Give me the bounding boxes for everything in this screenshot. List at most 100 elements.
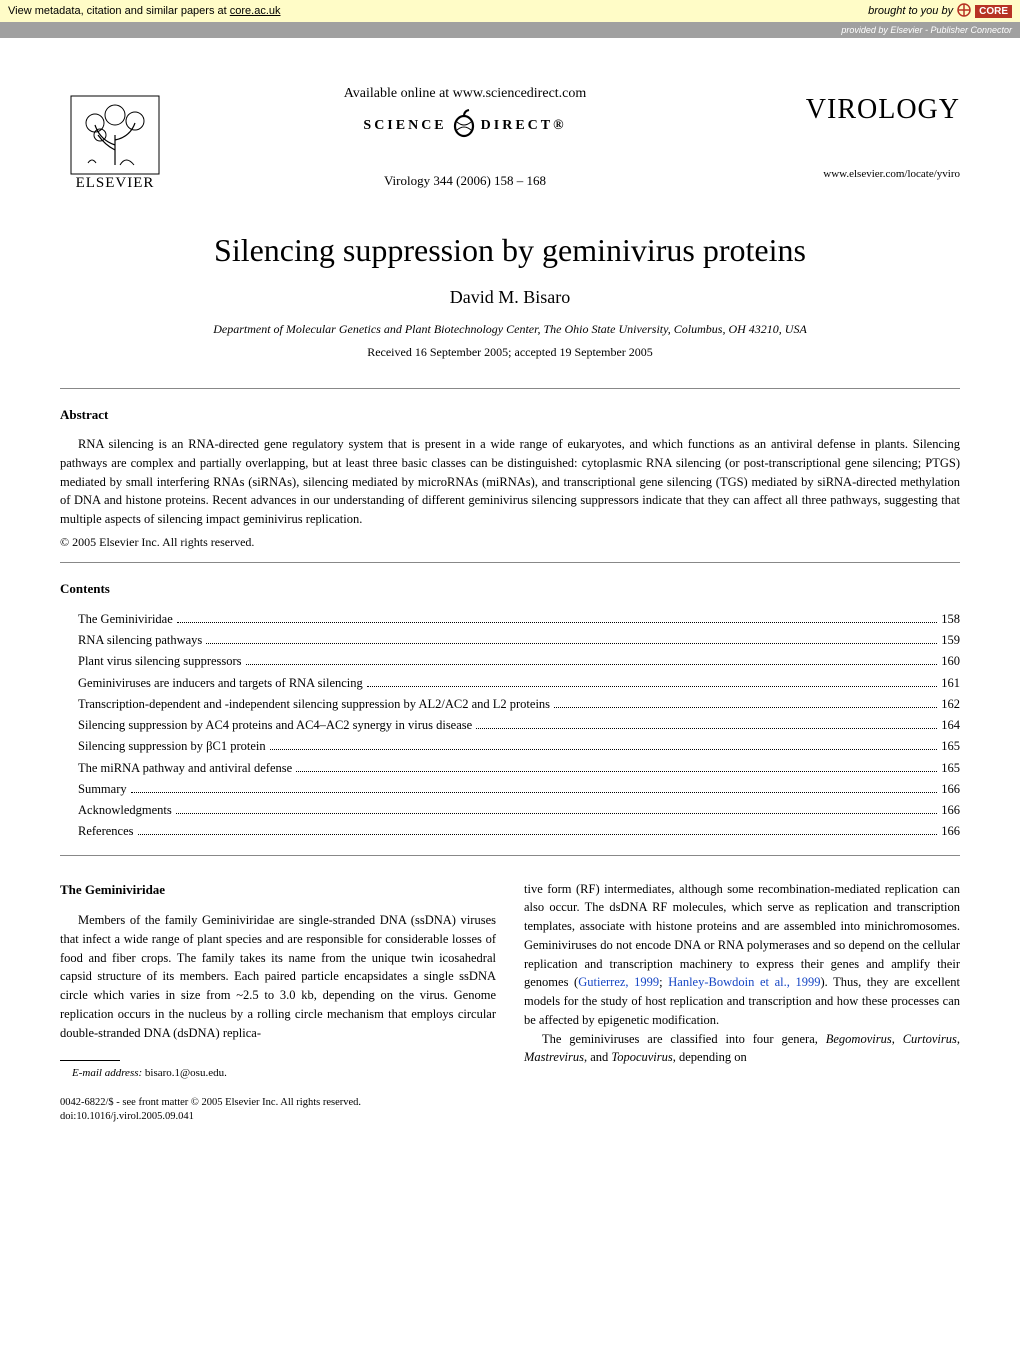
toc-page: 164 [941, 715, 960, 736]
page-content: ELSEVIER Available online at www.science… [0, 38, 1020, 1169]
genus-name: Mastrevirus [524, 1050, 584, 1064]
footnote: E-mail address: bisaro.1@osu.edu. [60, 1065, 496, 1082]
toc-label: Transcription-dependent and -independent… [60, 694, 550, 715]
genus-name: Begomovirus [826, 1032, 892, 1046]
abstract-heading: Abstract [60, 407, 960, 423]
contents-heading: Contents [60, 581, 960, 597]
toc-dots [296, 771, 937, 772]
sd-left: SCIENCE [363, 118, 446, 134]
text-run: tive form (RF) intermediates, although s… [524, 882, 960, 990]
available-online: Available online at www.sciencedirect.co… [170, 86, 760, 102]
toc-dots [476, 728, 937, 729]
toc-page: 159 [941, 630, 960, 651]
author-name: David M. Bisaro [60, 287, 960, 308]
toc-page: 158 [941, 609, 960, 630]
footer-line-1: 0042-6822/$ - see front matter © 2005 El… [60, 1096, 496, 1111]
toc-row: Silencing suppression by βC1 protein 165 [60, 736, 960, 757]
journal-header: ELSEVIER Available online at www.science… [60, 82, 960, 192]
footer-line-2: doi:10.1016/j.virol.2005.09.041 [60, 1110, 496, 1125]
body-paragraph: The geminiviruses are classified into fo… [524, 1030, 960, 1068]
citation-link[interactable]: Hanley-Bowdoin et al., 1999 [668, 975, 820, 989]
core-link[interactable]: core.ac.uk [230, 5, 281, 17]
toc-page: 165 [941, 758, 960, 779]
genus-name: Curtovirus [903, 1032, 957, 1046]
toc-dots [177, 622, 937, 623]
body-paragraph: tive form (RF) intermediates, although s… [524, 880, 960, 1030]
toc-page: 166 [941, 800, 960, 821]
toc-page: 166 [941, 779, 960, 800]
journal-name: VIROLOGY [760, 94, 960, 126]
sd-right: DIRECT® [481, 118, 567, 134]
toc-label: Silencing suppression by AC4 proteins an… [60, 715, 472, 736]
footnote-rule [60, 1060, 120, 1061]
text-run: , [957, 1032, 960, 1046]
left-column: The Geminiviridae Members of the family … [60, 880, 496, 1126]
toc-row: The Geminiviridae158 [60, 609, 960, 630]
toc-label: Plant virus silencing suppressors [60, 651, 242, 672]
citation-link[interactable]: Gutierrez, 1999 [578, 975, 659, 989]
elsevier-name: ELSEVIER [76, 175, 155, 192]
toc-dots [246, 664, 938, 665]
toc-dots [131, 792, 938, 793]
core-banner-left: View metadata, citation and similar pape… [8, 5, 281, 17]
toc-dots [367, 686, 937, 687]
footnote-label: E-mail address: [72, 1067, 142, 1079]
core-banner-right: brought to you by CORE [868, 3, 1012, 20]
divider [60, 855, 960, 856]
genus-name: Topocuvirus [611, 1050, 672, 1064]
copyright-line: © 2005 Elsevier Inc. All rights reserved… [60, 535, 960, 550]
toc-page: 162 [941, 694, 960, 715]
toc-dots [270, 749, 938, 750]
abstract-body: RNA silencing is an RNA-directed gene re… [60, 435, 960, 529]
toc-row: The miRNA pathway and antiviral defense 1… [60, 758, 960, 779]
core-banner: View metadata, citation and similar pape… [0, 0, 1020, 22]
article-title: Silencing suppression by geminivirus pro… [60, 232, 960, 269]
toc-page: 165 [941, 736, 960, 757]
toc-label: References [60, 821, 134, 842]
toc-page: 160 [941, 651, 960, 672]
toc-row: Summary 166 [60, 779, 960, 800]
toc-row: Plant virus silencing suppressors 160 [60, 651, 960, 672]
journal-reference: Virology 344 (2006) 158 – 168 [170, 173, 760, 189]
text-run: , and [584, 1050, 611, 1064]
divider [60, 562, 960, 563]
text-run: , depending on [673, 1050, 747, 1064]
text-run: The geminiviruses are classified into fo… [542, 1032, 826, 1046]
science-direct-logo: SCIENCE DIRECT® [170, 108, 760, 145]
core-prefix: View metadata, citation and similar pape… [8, 5, 230, 17]
toc-dots [206, 643, 937, 644]
toc-row: RNA silencing pathways159 [60, 630, 960, 651]
core-logo-icon [957, 3, 971, 20]
right-header: VIROLOGY www.elsevier.com/locate/yviro [760, 94, 960, 180]
section-heading: The Geminiviridae [60, 880, 496, 900]
body-columns: The Geminiviridae Members of the family … [60, 880, 960, 1126]
toc-label: Geminiviruses are inducers and targets o… [60, 673, 363, 694]
toc-row: Geminiviruses are inducers and targets o… [60, 673, 960, 694]
elsevier-tree-icon [70, 95, 160, 175]
toc-label: Acknowledgments [60, 800, 172, 821]
footnote-email: bisaro.1@osu.edu. [142, 1067, 227, 1079]
center-header: Available online at www.sciencedirect.co… [170, 86, 760, 189]
toc-row: References 166 [60, 821, 960, 842]
toc-page: 161 [941, 673, 960, 694]
toc-row: Transcription-dependent and -independent… [60, 694, 960, 715]
toc-dots [554, 707, 937, 708]
sd-globe-icon [451, 108, 477, 145]
toc-row: Silencing suppression by AC4 proteins an… [60, 715, 960, 736]
divider [60, 388, 960, 389]
text-run: , [892, 1032, 903, 1046]
text-run: ; [659, 975, 668, 989]
provided-bar: provided by Elsevier - Publisher Connect… [0, 22, 1020, 38]
footer-info: 0042-6822/$ - see front matter © 2005 El… [60, 1096, 496, 1125]
core-brought-by: brought to you by [868, 5, 953, 17]
toc-label: The miRNA pathway and antiviral defense [60, 758, 292, 779]
abstract-paragraph: RNA silencing is an RNA-directed gene re… [60, 435, 960, 529]
body-paragraph: Members of the family Geminiviridae are … [60, 911, 496, 1042]
toc-page: 166 [941, 821, 960, 842]
toc-label: Silencing suppression by βC1 protein [60, 736, 266, 757]
toc-dots [176, 813, 938, 814]
toc-row: Acknowledgments 166 [60, 800, 960, 821]
toc-label: Summary [60, 779, 127, 800]
right-column: tive form (RF) intermediates, although s… [524, 880, 960, 1126]
affiliation: Department of Molecular Genetics and Pla… [60, 322, 960, 337]
